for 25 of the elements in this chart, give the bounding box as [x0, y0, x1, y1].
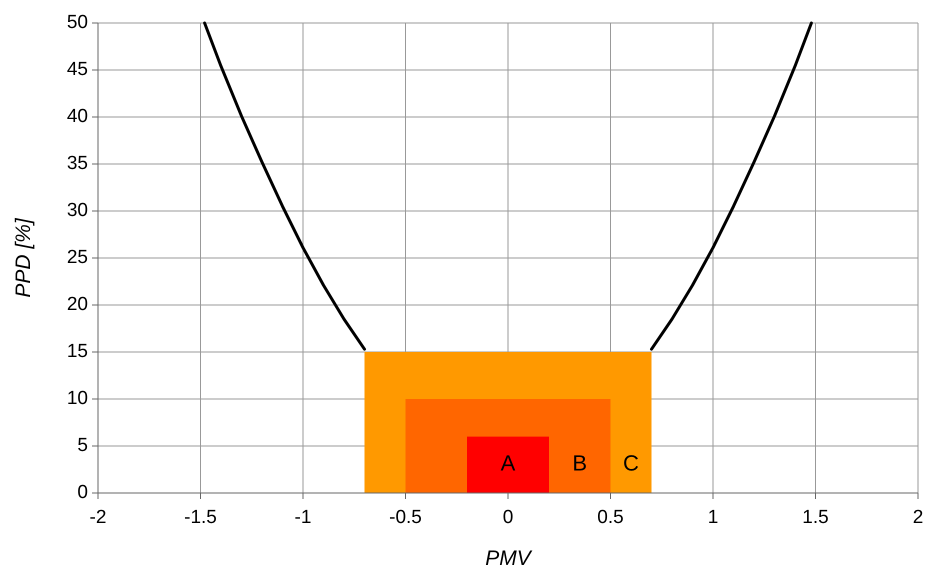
y-tick-label: 35	[66, 153, 88, 174]
series-label: C	[623, 450, 640, 476]
x-tick-label: 1.5	[802, 507, 829, 528]
x-tick-label: -1	[294, 507, 312, 528]
y-tick-label: 40	[66, 106, 88, 128]
y-tick-label: 10	[66, 388, 88, 410]
y-tick-label: 30	[66, 200, 88, 222]
x-axis-title: PMV	[485, 547, 533, 570]
x-tick-label: 0.5	[597, 507, 624, 528]
x-tick-label: -0.5	[389, 507, 422, 528]
y-tick-label: 20	[66, 294, 88, 316]
y-tick-label: 50	[66, 12, 88, 34]
y-tick-label: 25	[66, 247, 88, 268]
y-tick-label: 5	[77, 435, 88, 456]
x-tick-label: 2	[912, 507, 924, 528]
series-label: B	[572, 450, 588, 476]
y-tick-label: 0	[77, 482, 88, 504]
x-tick-label: -1.5	[184, 507, 217, 528]
x-tick-label: 0	[502, 507, 514, 528]
x-tick-label: 1	[708, 507, 718, 528]
y-tick-label: 15	[66, 341, 88, 362]
y-axis-title: PPD [%]	[12, 217, 35, 298]
series-label: A	[500, 450, 516, 476]
y-tick-label: 45	[66, 59, 88, 80]
x-tick-label: -2	[90, 507, 106, 528]
